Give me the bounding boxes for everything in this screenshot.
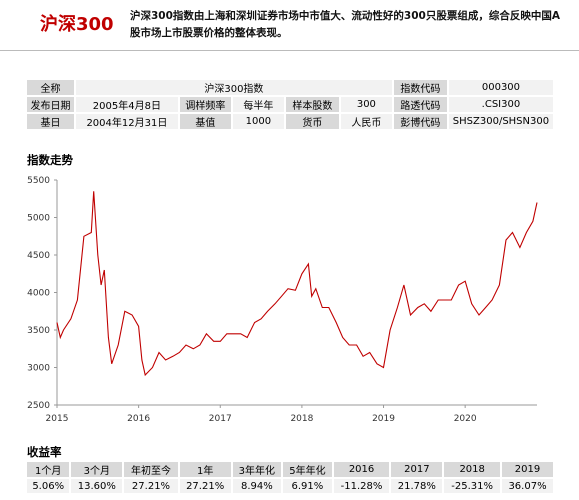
returns-header-row: 1个月 3个月 年初至今 1年 3年年化 5年年化 2016 2017 2018 2019: [27, 462, 553, 477]
y-tick-label: 5000: [27, 214, 50, 224]
chart-title: 指数走势: [27, 153, 73, 167]
info-label: 货币: [285, 114, 339, 129]
returns-header: 1年: [179, 462, 231, 477]
returns-value: -25.31%: [444, 479, 501, 493]
description: 沪深300指数由上海和深圳证券市场中市值大、流动性好的300只股票组成，综合反映…: [130, 10, 560, 39]
info-value: 000300: [448, 80, 553, 95]
x-tick-label: 2015: [46, 414, 69, 424]
info-value: SHSZ300/SHSN300: [448, 114, 553, 129]
info-value: 2004年12月31日: [75, 114, 178, 129]
info-label: 样本股数: [285, 97, 339, 112]
returns-value: 13.60%: [71, 479, 123, 493]
returns-value: 27.21%: [179, 479, 231, 493]
divider: [0, 50, 579, 51]
returns-table: 1个月 3个月 年初至今 1年 3年年化 5年年化 2016 2017 2018 2019 5.0…: [25, 460, 555, 495]
x-tick-label: 2020: [454, 414, 477, 424]
returns-value: 27.21%: [124, 479, 178, 493]
y-tick-label: 4000: [27, 289, 50, 299]
returns-value: 6.91%: [283, 479, 332, 493]
y-tick-label: 4500: [27, 251, 50, 261]
index-line: [56, 191, 538, 377]
returns-value: 21.78%: [391, 479, 443, 493]
returns-header: 3年年化: [232, 462, 282, 477]
info-label: 全称: [27, 80, 74, 95]
info-value: 人民币: [340, 114, 392, 129]
info-label: 指数代码: [393, 80, 447, 95]
info-table: 全称 沪深300指数 指数代码 000300 发布日期 2005年4月8日 调样…: [25, 78, 555, 131]
y-tick-label: 3500: [27, 326, 50, 336]
y-tick-label: 3000: [27, 364, 50, 374]
title: 沪深300: [40, 14, 114, 35]
info-label: 基日: [27, 114, 74, 129]
info-value: .CSI300: [448, 97, 553, 112]
returns-header: 3个月: [71, 462, 123, 477]
returns-title: 收益率: [27, 445, 62, 459]
returns-value-row: 5.06% 13.60% 27.21% 27.21% 8.94% 6.91% -11.28%…: [27, 479, 553, 493]
returns-header: 2019: [502, 462, 553, 477]
info-value: 沪深300指数: [75, 80, 392, 95]
info-value: 1000: [232, 114, 284, 129]
y-tick-label: 2500: [27, 401, 50, 411]
returns-header: 1个月: [27, 462, 70, 477]
info-value: 300: [340, 97, 392, 112]
info-label: 基值: [179, 114, 231, 129]
returns-value: 36.07%: [502, 479, 553, 493]
info-label: 发布日期: [27, 97, 74, 112]
x-tick-label: 2019: [372, 414, 395, 424]
returns-header: 年初至今: [124, 462, 178, 477]
y-tick-label: 5500: [27, 176, 50, 186]
returns-value: -11.28%: [333, 479, 390, 493]
info-label: 彭博代码: [393, 114, 447, 129]
returns-header: 2017: [391, 462, 443, 477]
returns-header: 2018: [444, 462, 501, 477]
returns-header: 2016: [333, 462, 390, 477]
returns-value: 5.06%: [27, 479, 70, 493]
info-value: 每半年: [232, 97, 284, 112]
chart: 2500 3000 3500 4000 4500 5000 5500 2015 2016 2017…: [27, 176, 538, 424]
info-value: 2005年4月8日: [75, 97, 178, 112]
info-label: 路透代码: [393, 97, 447, 112]
x-tick-label: 2017: [209, 414, 232, 424]
x-tick-label: 2016: [127, 414, 150, 424]
returns-header: 5年年化: [283, 462, 332, 477]
info-label: 调样频率: [179, 97, 231, 112]
x-tick-label: 2018: [290, 414, 313, 424]
returns-value: 8.94%: [232, 479, 282, 493]
